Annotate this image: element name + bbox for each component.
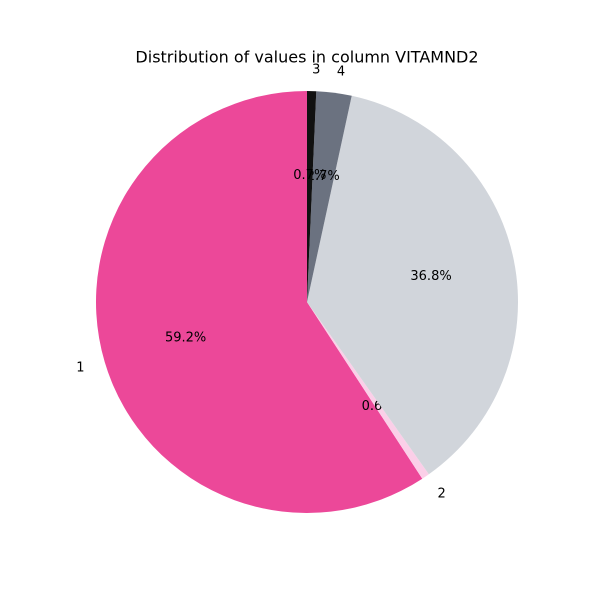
slice-label: 2 bbox=[437, 486, 445, 501]
slice-label: 3 bbox=[312, 62, 320, 77]
pie-slice bbox=[307, 302, 429, 479]
pie-slice bbox=[307, 91, 317, 302]
value-label: 2.7% bbox=[307, 169, 340, 184]
slice-label: 1 bbox=[76, 361, 84, 376]
pie-slice bbox=[307, 95, 519, 475]
value-label: 36.8% bbox=[410, 269, 451, 284]
value-label: 59.2% bbox=[165, 331, 206, 346]
value-label: 0.7% bbox=[293, 168, 326, 183]
pie-slice bbox=[95, 91, 423, 513]
slice-label: 4 bbox=[337, 64, 345, 79]
chart-title: Distribution of values in column VITAMND… bbox=[135, 48, 478, 67]
pie-slice bbox=[307, 91, 352, 303]
